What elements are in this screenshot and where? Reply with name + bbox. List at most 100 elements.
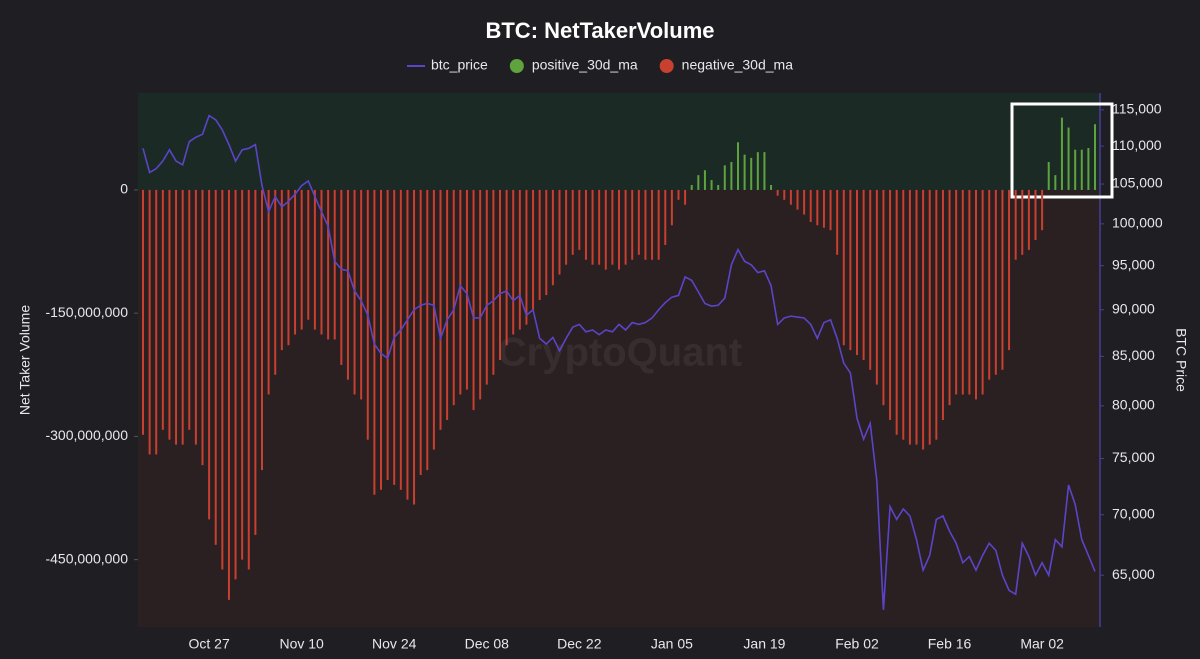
bar	[743, 154, 746, 190]
y-axis-label: Net Taker Volume	[17, 305, 33, 415]
legend-label: btc_price	[431, 57, 488, 73]
bar	[300, 189, 303, 330]
bar	[346, 189, 349, 380]
bar	[274, 189, 277, 375]
chart-title: BTC: NetTakerVolume	[485, 18, 714, 43]
bar	[842, 189, 845, 346]
bar	[915, 189, 918, 445]
bar	[194, 189, 197, 445]
bar	[941, 189, 944, 420]
bar	[776, 189, 779, 196]
x-tick-label: Dec 22	[557, 636, 602, 652]
y-tick-label: -450,000,000	[45, 550, 128, 566]
bar	[181, 189, 184, 445]
bar	[360, 189, 363, 400]
bar	[571, 189, 574, 255]
y2-tick-label: 75,000	[1112, 449, 1155, 465]
bar	[1060, 117, 1063, 190]
bar	[201, 189, 204, 466]
legend: btc_price positive_30d_ma negative_30d_ma	[407, 57, 793, 73]
bar	[446, 189, 449, 420]
bar	[1034, 189, 1037, 241]
bar	[413, 189, 416, 505]
bar	[803, 189, 806, 215]
bar	[981, 189, 984, 395]
bar	[618, 189, 620, 270]
bar	[862, 189, 865, 360]
bar	[565, 189, 568, 265]
bar	[849, 189, 852, 351]
bar	[532, 189, 535, 310]
bar	[770, 185, 773, 190]
bar	[908, 189, 911, 445]
bar	[327, 189, 330, 340]
y2-tick-label: 100,000	[1112, 215, 1163, 231]
y2-tick-label: 95,000	[1112, 256, 1155, 272]
bar	[208, 189, 211, 520]
bar	[188, 189, 191, 430]
bar	[730, 162, 733, 190]
bar	[168, 189, 171, 440]
bar	[452, 189, 455, 406]
bar	[935, 189, 938, 440]
bar	[717, 185, 720, 190]
bar	[1008, 189, 1011, 351]
bar	[975, 189, 977, 400]
bar	[399, 189, 402, 490]
bar	[492, 189, 495, 375]
y-tick-label: -150,000,000	[45, 304, 128, 320]
watermark: CryptoQuant	[498, 331, 742, 375]
bar	[856, 189, 858, 356]
bar	[426, 189, 429, 471]
legend-swatch	[509, 59, 524, 73]
bar	[677, 189, 680, 200]
bar	[822, 189, 825, 228]
price-line	[142, 114, 1096, 610]
bar	[948, 189, 951, 406]
highlight-box	[1010, 102, 1114, 199]
bar	[1041, 189, 1044, 231]
legend-label: negative_30d_ma	[682, 57, 794, 73]
bar	[161, 189, 164, 430]
positive-zone	[138, 93, 1100, 190]
bar	[809, 189, 812, 222]
bar	[499, 189, 501, 360]
legend-item: positive_30d_ma	[509, 57, 638, 73]
bar	[294, 189, 297, 335]
bar	[611, 189, 614, 265]
bar	[340, 189, 343, 365]
bar	[247, 189, 250, 570]
bar	[439, 189, 442, 430]
bar	[690, 185, 693, 190]
bar	[459, 189, 462, 395]
bar	[525, 189, 528, 325]
x-tick-label: Nov 10	[279, 636, 324, 652]
bar	[472, 189, 475, 411]
legend-item: btc_price	[407, 57, 488, 73]
bar	[142, 189, 144, 435]
y2-tick-label: 110,000	[1112, 137, 1162, 153]
bar	[789, 189, 792, 205]
bar	[287, 189, 290, 346]
legend-label: positive_30d_ma	[532, 57, 638, 73]
bar	[624, 189, 627, 265]
bar	[664, 189, 667, 245]
legend-swatch	[659, 59, 674, 73]
bar	[518, 189, 521, 330]
bar	[783, 189, 786, 200]
bar	[432, 189, 435, 450]
bar	[994, 189, 997, 375]
bar	[512, 189, 515, 335]
x-tick-label: Mar 02	[1020, 636, 1064, 652]
y2-tick-label: 65,000	[1112, 566, 1155, 582]
bar	[829, 189, 832, 231]
bar	[591, 189, 594, 265]
y2-tick-label: 85,000	[1112, 347, 1155, 363]
bar	[1094, 124, 1096, 190]
legend-item: negative_30d_ma	[659, 57, 794, 73]
bar	[637, 189, 640, 255]
y2-tick-label: 70,000	[1112, 505, 1155, 521]
bar	[280, 189, 283, 351]
bar	[465, 189, 468, 390]
bar	[1014, 189, 1017, 260]
